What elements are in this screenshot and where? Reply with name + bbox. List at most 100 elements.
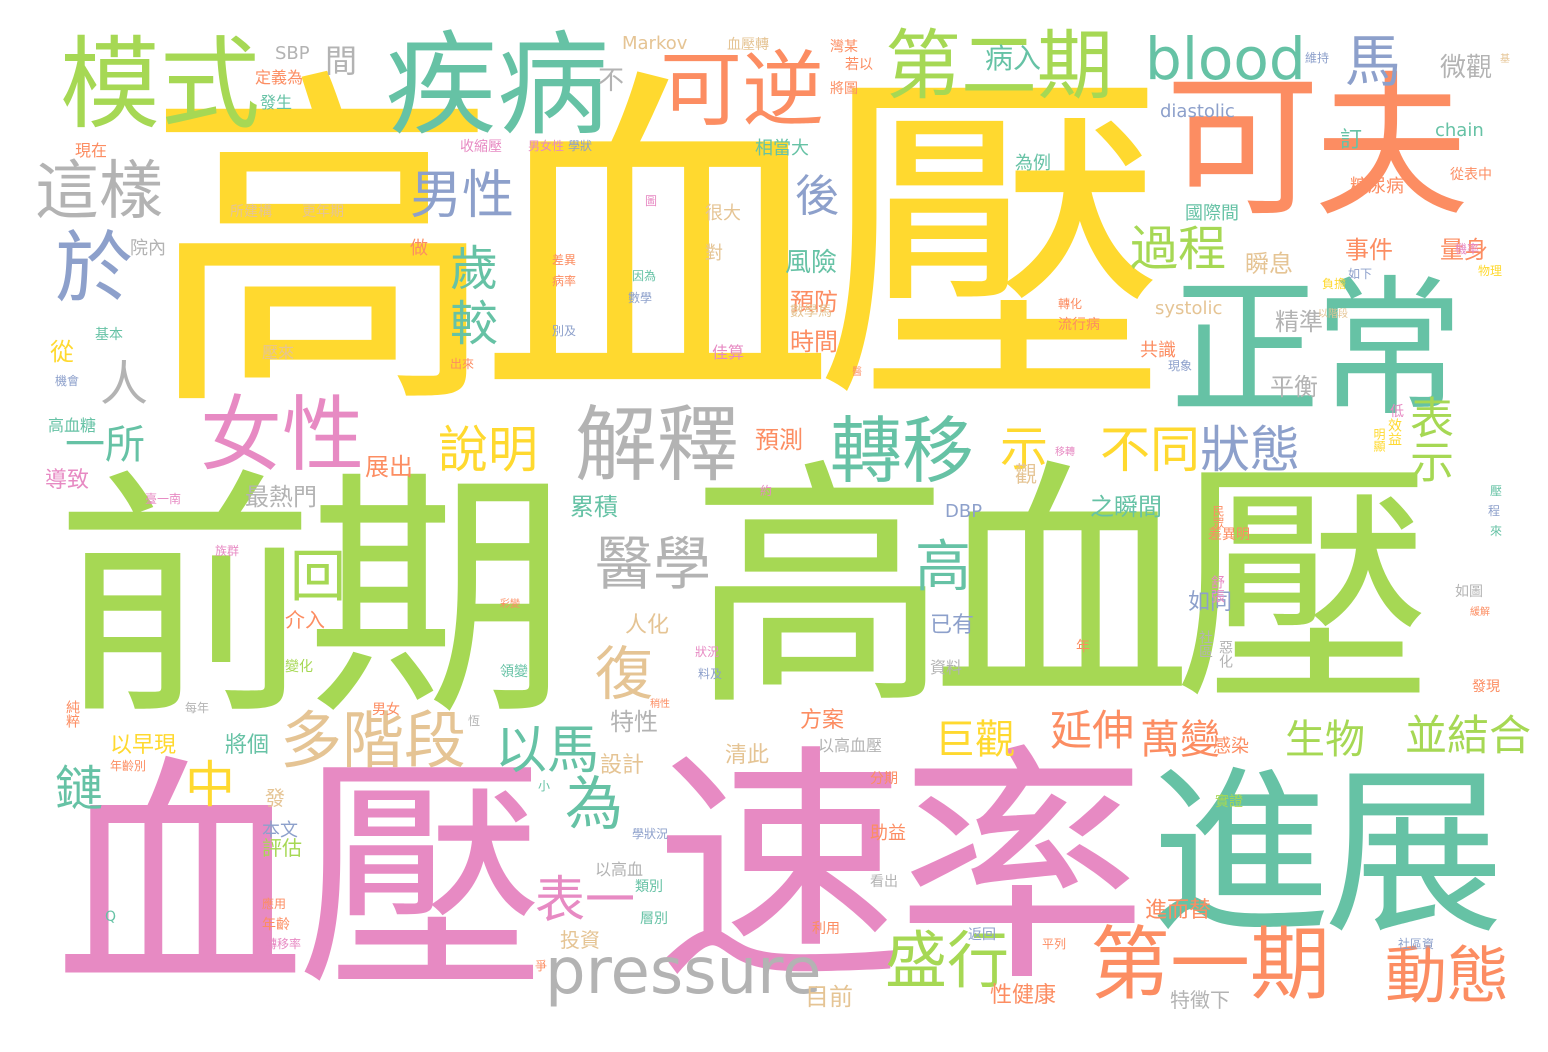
cloud-word: 血壓轉 — [727, 37, 769, 53]
cloud-word: Markov — [622, 33, 688, 54]
cloud-word: 將個 — [225, 733, 270, 758]
cloud-word: 所建構 — [230, 204, 272, 220]
cloud-word: 分期 — [870, 771, 898, 787]
cloud-word: 程 — [1488, 504, 1501, 518]
cloud-word: 介入 — [285, 608, 325, 632]
cloud-word: 高血糖 — [48, 416, 97, 435]
cloud-word: 共識 — [1140, 340, 1176, 361]
cloud-word: 對 — [705, 243, 723, 264]
cloud-word: 醫 — [852, 367, 862, 378]
cloud-word: 說明 — [438, 421, 538, 479]
cloud-word: 速率 — [655, 724, 1147, 1015]
cloud-word: 微觀 — [1440, 53, 1493, 83]
cloud-word: 若以 — [845, 57, 873, 73]
cloud-word: 評估 — [262, 836, 302, 860]
cloud-word: 佳算 — [712, 343, 745, 362]
cloud-word: 性健康 — [990, 983, 1057, 1008]
cloud-word: 利用 — [812, 921, 840, 937]
cloud-word: 巨觀 — [935, 717, 1015, 763]
cloud-word: 以馬 — [495, 721, 600, 781]
cloud-word: 後 — [795, 171, 839, 222]
cloud-word: 爭 — [535, 959, 548, 973]
cloud-word: 應用 — [262, 897, 287, 911]
cloud-word: 緩解 — [1470, 607, 1490, 618]
cloud-word: 不同 — [1100, 421, 1200, 479]
cloud-word: 助益 — [870, 823, 906, 844]
cloud-word: 設計 — [600, 753, 645, 778]
cloud-word: 疾病 — [385, 21, 609, 151]
cloud-word: 相當大 — [755, 138, 809, 159]
cloud-word: 更年期 — [302, 204, 344, 220]
cloud-word: 以高血 — [595, 860, 644, 879]
cloud-word: 效益 — [1386, 418, 1402, 446]
cloud-word: 灣某 — [830, 39, 858, 55]
cloud-word: 動態 — [1385, 939, 1510, 1012]
cloud-word: 學狀況 — [632, 827, 669, 841]
cloud-word: 很大 — [705, 203, 741, 224]
cloud-word: 一所 — [65, 422, 145, 468]
cloud-word: 人化 — [625, 613, 670, 638]
cloud-word: 特徵下 — [1170, 988, 1230, 1012]
cloud-word: 院內 — [130, 238, 166, 259]
cloud-word: 約 — [760, 484, 773, 498]
cloud-word: 社區資 — [1398, 937, 1435, 951]
cloud-word: 進而替 — [1145, 898, 1212, 923]
cloud-word: 精準 — [1275, 308, 1323, 336]
cloud-word: 實證 — [1215, 794, 1243, 810]
cloud-word: 男女 — [372, 702, 400, 718]
cloud-word: 第二期 — [885, 21, 1113, 110]
cloud-word: 病入 — [985, 42, 1042, 75]
cloud-word: 看出 — [870, 874, 898, 890]
cloud-word: 領變 — [500, 664, 528, 680]
cloud-word: 高 — [915, 535, 971, 600]
cloud-word: 並結合 — [1405, 711, 1532, 760]
cloud-word: 男性 — [410, 166, 515, 226]
cloud-word: 特性 — [610, 708, 658, 736]
cloud-word: 機會 — [55, 374, 80, 388]
cloud-word: 進展 — [1150, 750, 1504, 959]
cloud-word: 狀態 — [1200, 421, 1300, 479]
cloud-word: 量身 — [1440, 236, 1488, 264]
cloud-word: 現在 — [75, 141, 108, 160]
cloud-word: 事件 — [1345, 236, 1393, 264]
cloud-word: 復 — [595, 640, 654, 708]
cloud-word: 返回 — [968, 927, 996, 943]
cloud-word: 歲 — [450, 241, 499, 297]
cloud-word: 狀況 — [695, 645, 720, 659]
cloud-word: 鏈 — [55, 761, 104, 817]
cloud-word: 馬 — [1345, 30, 1401, 95]
cloud-word: 於 — [55, 224, 134, 314]
cloud-word: 社區 — [1197, 630, 1213, 658]
cloud-word: 壓 — [1490, 484, 1503, 498]
cloud-word: 正常 — [1170, 263, 1464, 437]
cloud-word: 基本 — [95, 327, 123, 343]
cloud-word: 方案 — [800, 708, 845, 733]
cloud-word: 別及 — [552, 324, 577, 338]
cloud-word: 平衡 — [1270, 373, 1318, 401]
cloud-word: 前期 — [55, 449, 567, 751]
cloud-word: 恆 — [468, 714, 481, 728]
cloud-word: 舒張 — [1209, 575, 1225, 603]
cloud-word: 物理 — [1478, 264, 1503, 278]
cloud-word: 變化 — [285, 659, 313, 675]
cloud-word: 以早現 — [110, 733, 177, 758]
cloud-word: 回 — [290, 545, 346, 610]
cloud-word: 較 — [450, 296, 499, 352]
cloud-word: 年齡別 — [110, 759, 147, 773]
cloud-word: 從 — [50, 338, 74, 366]
cloud-word: 民眾 — [1211, 505, 1225, 529]
cloud-word: 中 — [185, 756, 235, 814]
cloud-word: 模式 — [60, 26, 260, 143]
cloud-word: 如圖 — [1455, 584, 1483, 600]
cloud-word: 移轉 — [1055, 447, 1075, 458]
cloud-word: 間 — [325, 42, 358, 80]
cloud-word: 累積 — [570, 493, 618, 521]
cloud-word: DBP — [945, 501, 983, 522]
cloud-word: 訂 — [1340, 128, 1363, 153]
cloud-word: 男女性 — [528, 139, 565, 153]
cloud-word: 惡化 — [1217, 640, 1233, 668]
cloud-word: 差異明 — [1208, 527, 1250, 543]
cloud-word: 年齡 — [262, 917, 290, 933]
cloud-word: 糖尿病 — [1350, 176, 1404, 197]
